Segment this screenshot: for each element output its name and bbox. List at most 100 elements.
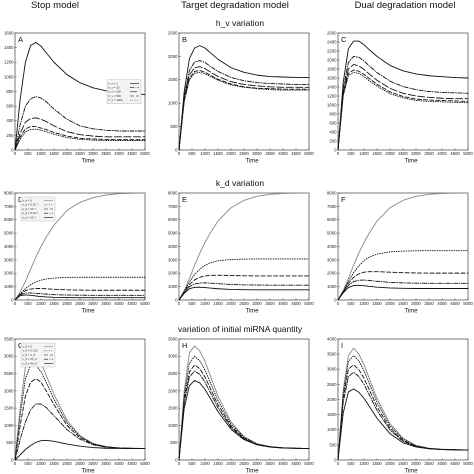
x-tick-label: 3000 [411, 151, 421, 156]
series-line-4 [178, 282, 310, 301]
y-tick-label: 600 [6, 104, 14, 109]
series-line-5 [14, 294, 146, 301]
y-tick-label: 0 [175, 297, 178, 302]
plot-frame [178, 192, 310, 301]
y-tick-label: 200 [6, 133, 14, 138]
x-tick-label: 500 [24, 151, 32, 156]
plot-frame [337, 192, 469, 301]
series-line-1 [14, 192, 146, 301]
y-tick-label: 5000 [4, 231, 14, 236]
y-tick-label: 2500 [4, 371, 14, 376]
x-tick-label: 4000 [278, 301, 288, 306]
y-tick-label: 0 [334, 297, 337, 302]
panel-letter: H [182, 341, 187, 350]
panel-letter: I [341, 341, 343, 350]
x-tick-label: 3500 [265, 301, 275, 306]
y-tick-label: 3500 [168, 336, 178, 341]
x-tick-label: 4000 [437, 151, 447, 156]
y-tick-label: 1500 [168, 406, 178, 411]
x-tick-label: 5000 [304, 461, 314, 466]
y-tick-label: 3000 [4, 354, 14, 359]
y-tick-label: 500 [6, 440, 14, 445]
x-tick-label: 2000 [62, 151, 72, 156]
x-tick-label: 4000 [437, 301, 447, 306]
x-tick-label: 1000 [359, 461, 369, 466]
legend-entry-label: h_v = 500 [109, 94, 122, 98]
series-line-5 [178, 71, 310, 151]
plot-frame [178, 338, 310, 461]
y-tick-label: 1800 [327, 66, 337, 71]
series-line-5 [337, 388, 469, 461]
y-tick-label: 4000 [168, 244, 178, 249]
series-line-4 [337, 69, 469, 151]
y-tick-label: 1000 [327, 284, 337, 289]
x-tick-label: 500 [347, 151, 355, 156]
x-tick-label: 1500 [49, 151, 59, 156]
x-tick-label: 4000 [437, 461, 447, 466]
x-tick-label: 1500 [213, 301, 223, 306]
legend-entry-label: k_d = 5·10⁻³ [23, 211, 39, 215]
x-tick-label: 3500 [101, 461, 111, 466]
y-tick-label: 2000 [168, 54, 178, 59]
panel-letter: E [182, 195, 187, 204]
series-line-3 [337, 64, 469, 151]
x-tick-label: 0 [337, 151, 340, 156]
legend-entry-label: v_0 = 0 [23, 345, 33, 349]
x-tick-label: 4000 [278, 461, 288, 466]
legend-entry-label: k_d = 0 [23, 199, 33, 203]
x-tick-label: 500 [24, 461, 32, 466]
x-tick-label: 4500 [291, 461, 301, 466]
y-tick-label: 4000 [327, 336, 337, 341]
legend: k_d = 0k_d = 5·10⁻⁴k_d = 10⁻³k_d = 5·10⁻… [20, 196, 56, 222]
x-tick-label: 3500 [101, 151, 111, 156]
series-line-5 [337, 284, 469, 301]
y-tick-label: 1500 [168, 77, 178, 82]
series-line-2 [337, 355, 469, 461]
panel-d: 0 1000 2000 3000 4000 5000 6000 7000 8000 0 500 100… [4, 190, 150, 314]
y-tick-label: 800 [329, 111, 337, 116]
series-line-2 [178, 355, 310, 461]
x-tick-label: 0 [14, 461, 17, 466]
x-tick-label: 0 [337, 301, 340, 306]
series-line-2 [14, 276, 146, 301]
x-tick-label: 5000 [463, 151, 473, 156]
legend-entry-label: v_0 = V_0 [23, 353, 36, 357]
row-title-hv-variation: h_v variation [216, 18, 264, 28]
x-tick-label: 3000 [252, 151, 262, 156]
y-tick-label: 2500 [168, 371, 178, 376]
series-line-5 [14, 439, 146, 461]
y-tick-label: 4000 [327, 244, 337, 249]
x-tick-label: 4000 [278, 151, 288, 156]
x-tick-label: 2000 [385, 461, 395, 466]
y-tick-label: 3000 [168, 354, 178, 359]
y-tick-label: 7000 [327, 204, 337, 209]
x-tick-label: 1500 [372, 301, 382, 306]
series-line-4 [14, 292, 146, 301]
x-tick-label: 1000 [200, 151, 210, 156]
y-tick-label: 400 [6, 118, 14, 123]
series-line-2 [14, 96, 146, 151]
series-line-4 [178, 69, 310, 151]
column-title-dual-degradation-model: Dual degradation model [355, 0, 456, 11]
x-tick-label: 3500 [265, 151, 275, 156]
y-tick-label: 200 [329, 138, 337, 143]
y-tick-label: 3000 [327, 367, 337, 372]
y-tick-label: 800 [6, 89, 14, 94]
x-tick-label: 4000 [114, 151, 124, 156]
x-tick-label: 4500 [291, 301, 301, 306]
x-tick-label: 4500 [450, 301, 460, 306]
x-tick-label: 5000 [463, 461, 473, 466]
x-tick-label: 2000 [226, 301, 236, 306]
y-tick-label: 0 [11, 297, 14, 302]
x-tick-label: 2000 [62, 461, 72, 466]
x-tick-label: 2000 [385, 151, 395, 156]
x-axis-label: Time [245, 469, 259, 474]
series-line-3 [178, 66, 310, 151]
y-tick-label: 1000 [4, 74, 14, 79]
y-tick-label: 1200 [327, 93, 337, 98]
series-line-2 [178, 60, 310, 151]
legend: v_0 = 0v_0 = V_0/2v_0 = V_0v_0 = 2V_0v_0… [20, 342, 56, 368]
y-tick-label: 2000 [4, 271, 14, 276]
